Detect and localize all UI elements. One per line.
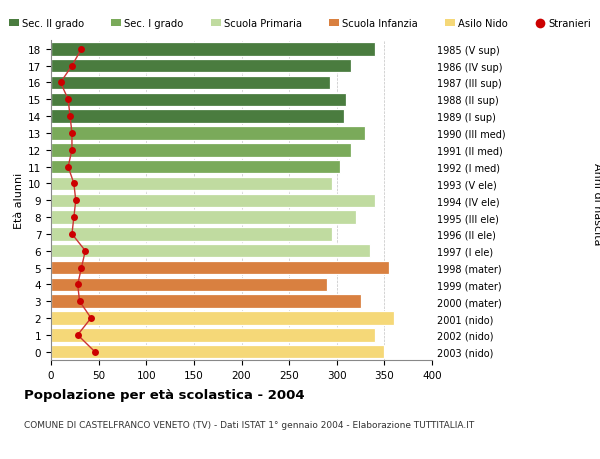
Bar [51,345,385,358]
Bar [51,211,356,224]
Point [77,264,86,272]
Bar [51,60,351,73]
Bar [51,161,340,174]
Bar [51,312,394,325]
Bar [51,194,375,207]
Point [73,331,82,339]
Point [67,147,77,154]
Bar [51,295,361,308]
Y-axis label: Età alunni: Età alunni [14,173,24,229]
Point [71,197,80,205]
Bar [51,245,370,258]
Bar [51,144,351,157]
Point [56,79,65,87]
Legend: Sec. II grado, Sec. I grado, Scuola Primaria, Scuola Infanzia, Asilo Nido, Stran: Sec. II grado, Sec. I grado, Scuola Prim… [5,15,595,33]
Point [64,96,73,104]
Point [80,247,90,255]
Bar [51,43,375,56]
Point [75,298,85,305]
Text: COMUNE DI CASTELFRANCO VENETO (TV) - Dati ISTAT 1° gennaio 2004 - Elaborazione T: COMUNE DI CASTELFRANCO VENETO (TV) - Dat… [24,420,474,429]
Point [67,231,77,238]
Point [69,180,79,188]
Bar [51,127,365,140]
Point [69,214,79,221]
Point [90,348,100,356]
Bar [51,328,375,342]
Bar [51,110,344,123]
Bar [51,261,389,274]
Point [77,46,86,53]
Point [73,281,82,288]
Point [67,63,77,70]
Point [65,113,75,121]
Bar [51,93,346,107]
Point [67,130,77,137]
Bar [51,278,327,291]
Text: Popolazione per età scolastica - 2004: Popolazione per età scolastica - 2004 [24,388,305,401]
Text: Anni di nascita: Anni di nascita [592,163,600,246]
Bar [51,177,332,191]
Bar [51,77,330,90]
Point [86,315,96,322]
Point [64,163,73,171]
Bar [51,228,332,241]
